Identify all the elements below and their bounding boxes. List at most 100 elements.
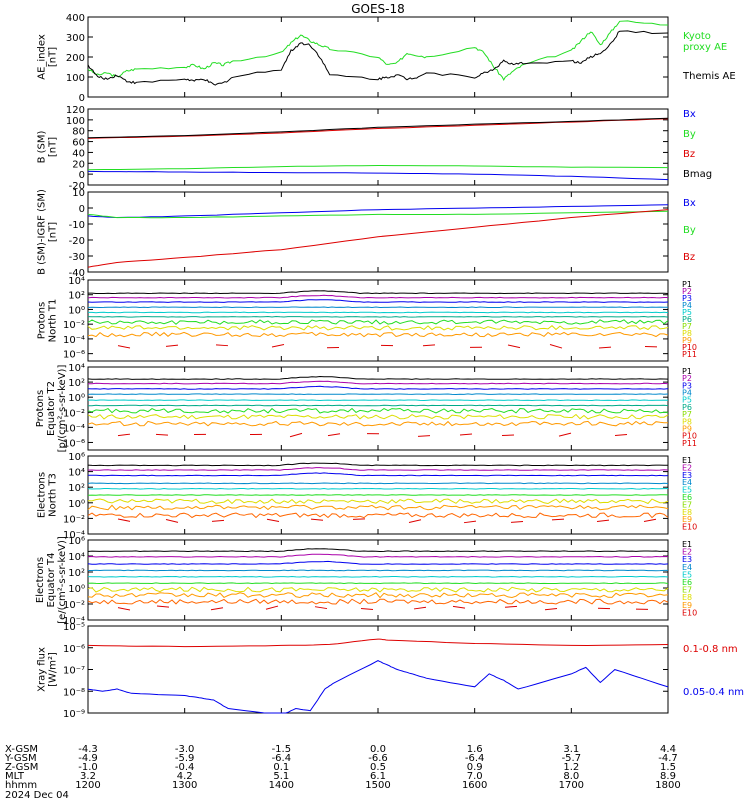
y-tick-label: 10⁰ bbox=[68, 584, 85, 595]
series-line bbox=[87, 319, 669, 325]
series-segment bbox=[417, 435, 431, 437]
legend-entry: Themis AE bbox=[682, 71, 736, 82]
series-line bbox=[87, 399, 669, 402]
y-axis-label: Equator T4 bbox=[46, 553, 57, 608]
series-segment bbox=[117, 518, 131, 522]
x-tick-label: 1700 bbox=[559, 780, 584, 791]
y-tick-label: 10² bbox=[68, 483, 85, 494]
series-segment bbox=[643, 518, 657, 523]
legend-entry: E5 bbox=[682, 570, 692, 579]
panel-eequator: 10⁻⁴ 10⁻² 10⁰ 10² 10⁴ 10⁶ Electrons Equator T4[… bbox=[35, 536, 697, 627]
series-segment bbox=[507, 344, 521, 349]
panel-frame bbox=[87, 191, 669, 273]
series-segment bbox=[215, 344, 229, 347]
y-tick-label: 10⁻⁸ bbox=[63, 687, 85, 698]
legend-entry: E3 bbox=[682, 555, 692, 564]
y-tick-label: 10⁻⁶ bbox=[63, 350, 85, 361]
series-segment bbox=[504, 605, 518, 608]
y-axis-label: [nT] bbox=[48, 222, 59, 242]
y-axis-label: Protons bbox=[35, 390, 46, 427]
legend-entry: E3 bbox=[682, 471, 692, 480]
series-segment bbox=[211, 519, 225, 522]
y-tick-label: 0 bbox=[79, 204, 85, 215]
series-line bbox=[88, 311, 669, 314]
legend-entry: P7 bbox=[682, 410, 692, 419]
x-tick-label: 1300 bbox=[172, 780, 197, 791]
series-segment bbox=[117, 345, 131, 349]
x-tick-label: -1.5 bbox=[272, 744, 292, 755]
legend-entry: P11 bbox=[682, 439, 697, 448]
y-tick-label: 60 bbox=[72, 138, 85, 149]
legend-entry: E4 bbox=[682, 478, 692, 487]
y-axis-label: B (SM) bbox=[37, 130, 48, 163]
series-line bbox=[87, 487, 669, 490]
y-axis-label: B (SM)-IGRF (SM) bbox=[37, 189, 48, 275]
x-tick-label: 0.0 bbox=[370, 744, 386, 755]
panel-bigrf: -40 -30 -20 -10 0 10 B (SM)-IGRF (SM) [nT] Bx By B… bbox=[37, 188, 696, 279]
series-line bbox=[87, 294, 668, 299]
series-line bbox=[87, 375, 669, 380]
y-tick-label: 80 bbox=[72, 127, 85, 138]
x-tick-label: 7.0 bbox=[467, 771, 483, 782]
y-tick-label: 10⁻² bbox=[63, 514, 85, 525]
y-tick-label: 400 bbox=[66, 13, 85, 24]
series-segment bbox=[265, 605, 279, 610]
series-line bbox=[87, 467, 669, 471]
x-tick-label: 0.1 bbox=[273, 762, 289, 773]
legend-entry: Bx bbox=[683, 109, 696, 120]
chart-title: GOES-18 bbox=[351, 2, 405, 16]
legend-entry: E1 bbox=[682, 540, 692, 549]
series-line bbox=[88, 290, 669, 295]
legend-entry: P1 bbox=[682, 280, 692, 289]
y-tick-label: 10⁰ bbox=[68, 393, 85, 404]
series-line bbox=[87, 494, 669, 496]
x-tick-label: 4.4 bbox=[660, 744, 676, 755]
legend-entry: E1 bbox=[682, 456, 692, 465]
x-tick-label: 5.1 bbox=[273, 771, 289, 782]
series-segment bbox=[408, 519, 422, 523]
y-tick-label: -40 bbox=[69, 268, 85, 279]
x-tick-label: -4.7 bbox=[658, 753, 678, 764]
series-line bbox=[87, 504, 669, 511]
legend-entry: P3 bbox=[682, 381, 692, 390]
y-tick-label: 100 bbox=[66, 116, 85, 127]
x-tick-label: -5.7 bbox=[562, 753, 582, 764]
series-line bbox=[87, 560, 669, 565]
x-tick-label: -6.6 bbox=[368, 753, 388, 764]
y-axis-label: [nT] bbox=[48, 137, 59, 157]
y-axis-label: [nT] bbox=[48, 47, 59, 67]
date-label: 2024 Dec 04 bbox=[5, 790, 69, 800]
legend-entry: P10 bbox=[682, 343, 697, 352]
x-tick-label: 3.2 bbox=[80, 771, 96, 782]
x-tick-label: 1500 bbox=[365, 780, 390, 791]
series-line bbox=[88, 472, 669, 477]
y-tick-label: 10⁻⁶ bbox=[63, 644, 85, 655]
series-segment bbox=[210, 607, 224, 611]
series-line bbox=[87, 413, 669, 420]
series-segment bbox=[549, 343, 563, 349]
series-segment bbox=[360, 607, 374, 610]
legend-entry: P9 bbox=[682, 424, 692, 433]
x-tick-label: -4.3 bbox=[78, 744, 98, 755]
y-tick-label: 10⁻⁴ bbox=[63, 335, 85, 346]
series-segment bbox=[510, 520, 524, 523]
y-tick-label: 10⁻⁴ bbox=[63, 616, 85, 627]
legend-entry: E9 bbox=[682, 601, 692, 610]
legend-entry: E9 bbox=[682, 515, 692, 524]
panel-frame bbox=[87, 539, 669, 621]
x-row-label: Y-GSM bbox=[4, 753, 37, 764]
series-segment bbox=[117, 607, 131, 611]
y-tick-label: 10⁰ bbox=[68, 305, 85, 316]
series-line bbox=[87, 548, 669, 553]
y-tick-label: 10⁻⁶ bbox=[63, 438, 85, 449]
y-tick-label: -20 bbox=[69, 236, 85, 247]
y-axis-label: Equator T2 bbox=[46, 381, 57, 436]
y-tick-label: 10² bbox=[68, 378, 85, 389]
legend-entry: P7 bbox=[682, 322, 692, 331]
panel-frame bbox=[87, 279, 669, 362]
series-line bbox=[87, 117, 669, 139]
series-line bbox=[87, 331, 669, 338]
y-tick-label: 10⁻² bbox=[63, 600, 85, 611]
